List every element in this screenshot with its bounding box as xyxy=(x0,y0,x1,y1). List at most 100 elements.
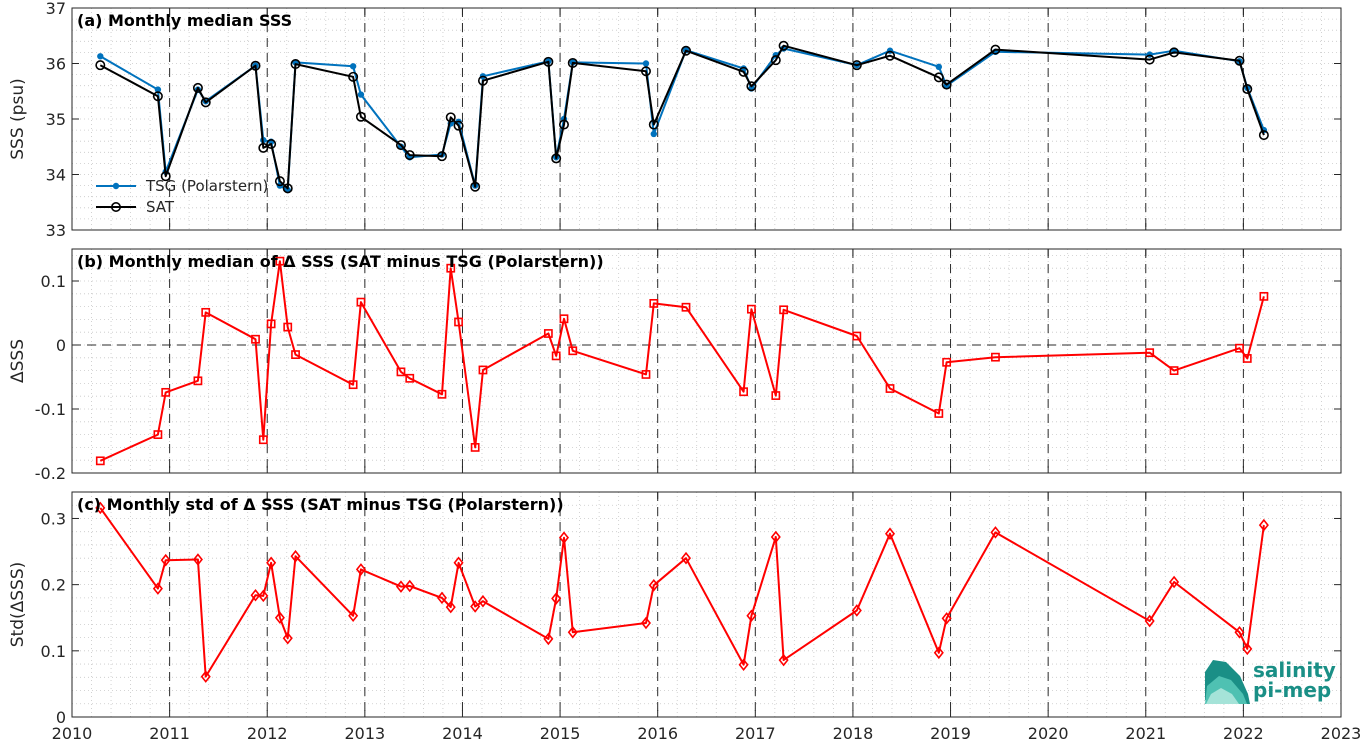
legend: TSG (Polarstern) SAT xyxy=(96,177,268,216)
data-point xyxy=(650,130,657,138)
x-tick-label: 2023 xyxy=(1321,724,1362,743)
x-tick-label: 2019 xyxy=(930,724,971,743)
salinity-pi-mep-logo: salinity pi-mep xyxy=(1205,658,1336,704)
data-point xyxy=(258,589,269,603)
data-point xyxy=(250,588,261,602)
data-point xyxy=(152,582,163,595)
data-point xyxy=(290,59,301,70)
y-tick-label: 0 xyxy=(56,708,66,727)
data-point xyxy=(445,112,456,123)
y-tick-label: 0.1 xyxy=(41,642,66,661)
data-point xyxy=(1169,575,1180,589)
legend-label-2: SAT xyxy=(146,198,175,216)
data-point xyxy=(348,609,359,623)
data-point xyxy=(640,66,651,77)
data-point xyxy=(436,151,447,162)
data-point xyxy=(1169,366,1179,375)
data-point xyxy=(1235,343,1244,353)
data-point xyxy=(478,365,488,375)
data-point xyxy=(477,594,488,608)
data-point xyxy=(1259,291,1269,301)
x-tick-label: 2017 xyxy=(735,724,776,743)
data-point xyxy=(935,63,943,71)
data-point xyxy=(642,60,650,67)
series-line-1 xyxy=(99,260,1265,462)
data-point xyxy=(885,50,896,61)
chart-panels: 33 34 35 36 37 SSS (psu) (a) Monthly median SS… xyxy=(8,0,1361,743)
y-tick-label: 34 xyxy=(46,166,66,185)
data-point xyxy=(349,63,357,70)
wave-icon xyxy=(1205,660,1250,704)
panel-title: (a) Monthly median SSS xyxy=(77,11,292,30)
data-point xyxy=(356,297,366,307)
data-point xyxy=(282,183,293,194)
data-point xyxy=(200,670,211,683)
data-point xyxy=(1258,130,1269,141)
y-tick-label: -0.1 xyxy=(35,400,66,419)
data-point xyxy=(640,616,652,630)
data-point xyxy=(266,319,276,329)
data-point xyxy=(445,600,456,614)
data-point xyxy=(160,171,171,182)
x-tick-label: 2020 xyxy=(1028,724,1069,743)
logo-line2: pi-mep xyxy=(1253,678,1331,702)
y-tick-label: -0.2 xyxy=(35,464,66,483)
x-tick-label: 2013 xyxy=(344,724,385,743)
data-point xyxy=(405,373,415,383)
data-point xyxy=(681,45,692,56)
data-point xyxy=(395,580,406,593)
data-point xyxy=(357,91,365,98)
data-point xyxy=(568,346,578,356)
data-point xyxy=(258,435,268,445)
data-point xyxy=(161,387,171,397)
data-point xyxy=(470,442,480,452)
data-point xyxy=(551,153,562,164)
data-point xyxy=(453,120,464,131)
data-point xyxy=(1234,626,1245,639)
legend-marker xyxy=(112,182,120,190)
data-point xyxy=(283,322,293,332)
legend-label-1: TSG (Polarstern) xyxy=(145,177,268,195)
data-point xyxy=(746,609,757,623)
data-point xyxy=(1234,55,1245,66)
data-point xyxy=(1145,348,1155,358)
data-point xyxy=(454,317,463,327)
data-point xyxy=(95,456,105,466)
axes-frame xyxy=(71,491,1342,718)
x-tick-label: 2011 xyxy=(149,724,190,743)
y-tick-label: 35 xyxy=(46,110,66,129)
data-point xyxy=(543,632,554,646)
data-point xyxy=(201,307,211,317)
data-point xyxy=(193,376,203,386)
data-point xyxy=(154,86,162,93)
data-point xyxy=(681,302,691,312)
data-point xyxy=(266,556,277,570)
data-point xyxy=(152,91,163,102)
data-point xyxy=(1144,614,1155,628)
y-tick-label: 37 xyxy=(46,0,66,18)
data-point xyxy=(680,551,692,565)
data-point xyxy=(282,631,293,645)
data-point xyxy=(567,57,578,68)
axes-background xyxy=(72,8,1341,230)
x-tick-label: 2010 xyxy=(52,724,93,743)
data-point xyxy=(1242,84,1253,95)
y-tick-label: 33 xyxy=(46,221,66,240)
panel-title: (c) Monthly std of Δ SSS (SAT minus TSG … xyxy=(77,495,564,514)
data-point xyxy=(778,40,789,51)
data-point xyxy=(1242,354,1252,363)
data-point xyxy=(355,563,366,576)
data-point xyxy=(348,71,359,82)
data-point xyxy=(1144,54,1155,65)
data-point xyxy=(852,331,862,341)
data-point xyxy=(991,352,1000,362)
data-point xyxy=(779,305,789,315)
panel-c: 0 0.1 0.2 0.3 2010 2011 2012 2013 2014 2015 2016 20… xyxy=(8,491,1362,743)
data-point xyxy=(558,531,570,544)
data-point xyxy=(648,119,659,130)
data-point xyxy=(437,389,447,399)
x-tick-label: 2014 xyxy=(442,724,483,743)
data-point xyxy=(740,65,747,72)
x-tick-label: 2021 xyxy=(1125,724,1166,743)
data-point xyxy=(348,380,358,390)
